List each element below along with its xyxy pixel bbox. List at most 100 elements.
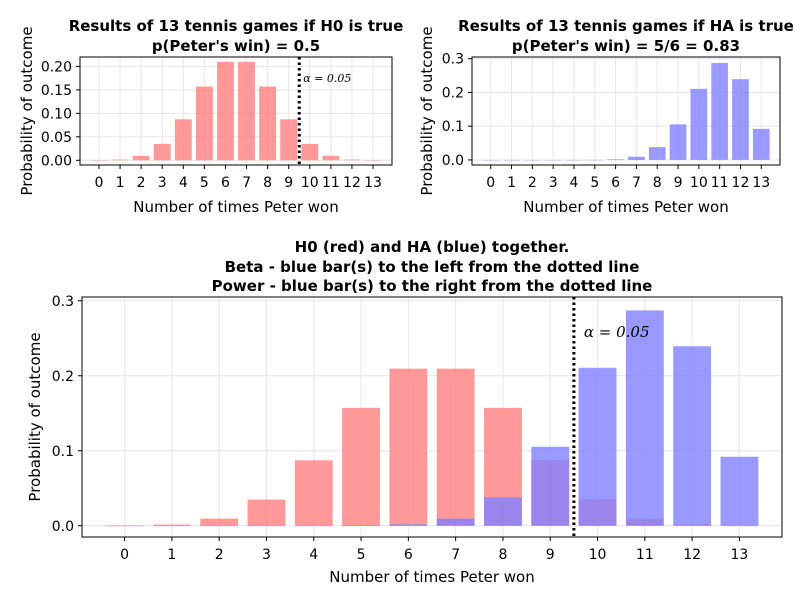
bar <box>200 518 239 526</box>
x-tick-label: 6 <box>221 175 230 191</box>
y-ticks: 0.0 0.1 0.2 0.3 <box>442 52 472 169</box>
x-tick-label: 6 <box>404 547 413 563</box>
x-tick-label: 11 <box>636 547 654 563</box>
y-tick-label: 0.20 <box>41 59 72 75</box>
y-tick-label: 0.2 <box>52 369 74 385</box>
alpha-label: α = 0.05 <box>584 323 650 341</box>
bar <box>111 159 129 161</box>
chart-3: 0 1 2 3 4 5 6 7 8 9 10 11 12 130.00.10.20.3α = 0.05H0… <box>26 238 783 586</box>
x-tick-label: 5 <box>357 547 366 563</box>
x-tick-label: 8 <box>498 547 507 563</box>
plot-frame <box>79 56 393 166</box>
bar <box>301 143 319 161</box>
bar <box>389 524 428 526</box>
x-tick-label: 13 <box>752 175 770 191</box>
bar <box>690 88 708 160</box>
x-tick-label: 7 <box>242 175 251 191</box>
chart-1: 0 1 2 3 4 5 6 7 8 9 10 11 12 130.000.050.100.150.20α … <box>18 17 403 216</box>
y-tick-label: 0.3 <box>52 294 74 310</box>
chart-title-line: p(Peter's win) = 0.5 <box>152 37 320 55</box>
x-tick-label: 10 <box>589 547 607 563</box>
chart-title-line: Results of 13 tennis games if HA is true <box>458 17 794 35</box>
series-2 <box>105 310 759 527</box>
plot-frame <box>471 56 781 166</box>
chart-title-line: Beta - blue bar(s) to the left from the … <box>225 258 640 276</box>
y-tick-label: 0.1 <box>52 444 74 460</box>
y-tick-label: 0.15 <box>41 83 72 99</box>
y-tick-label: 0.0 <box>52 519 74 535</box>
bar <box>294 460 333 526</box>
plot-frame <box>81 296 783 538</box>
x-tick-label: 5 <box>590 175 599 191</box>
y-tick-label: 0.00 <box>41 153 72 169</box>
x-tick-label: 1 <box>167 547 176 563</box>
x-tick-label: 4 <box>179 175 188 191</box>
y-axis-label: Probability of outcome <box>18 26 36 195</box>
x-tick-label: 8 <box>263 175 272 191</box>
series-1 <box>482 63 770 161</box>
x-ticks: 0 1 2 3 4 5 6 7 8 9 10 11 12 13 <box>95 165 382 191</box>
x-tick-label: 11 <box>322 175 340 191</box>
bar <box>578 367 617 526</box>
x-tick-label: 1 <box>507 175 516 191</box>
x-tick-label: 4 <box>570 175 579 191</box>
alpha-label: α = 0.05 <box>303 72 351 85</box>
x-tick-label: 13 <box>731 547 749 563</box>
x-tick-label: 2 <box>528 175 537 191</box>
x-tick-label: 3 <box>262 547 271 563</box>
bar <box>752 128 770 160</box>
bar <box>342 407 380 526</box>
x-tick-label: 5 <box>200 175 209 191</box>
x-ticks: 0 1 2 3 4 5 6 7 8 9 10 11 12 13 <box>486 165 770 191</box>
x-tick-label: 0 <box>95 175 104 191</box>
y-axis-label: Probability of outcome <box>418 26 436 195</box>
x-tick-label: 6 <box>611 175 620 191</box>
bar <box>152 524 191 526</box>
bar <box>484 497 522 526</box>
bar <box>343 159 361 161</box>
bar <box>669 124 687 160</box>
x-tick-label: 12 <box>732 175 750 191</box>
x-tick-label: 13 <box>364 175 382 191</box>
bar <box>673 346 712 526</box>
x-tick-label: 2 <box>215 547 224 563</box>
bar <box>174 119 192 161</box>
x-tick-label: 9 <box>546 547 555 563</box>
bar <box>389 368 428 526</box>
bar <box>153 143 171 161</box>
x-axis-label: Number of times Peter won <box>523 198 728 216</box>
x-tick-label: 10 <box>301 175 319 191</box>
bar <box>648 147 666 160</box>
x-tick-label: 12 <box>343 175 361 191</box>
x-tick-label: 12 <box>683 547 701 563</box>
bar <box>280 119 298 161</box>
bar <box>217 61 234 161</box>
bar <box>238 61 255 161</box>
y-tick-label: 0.1 <box>442 119 464 135</box>
x-tick-label: 8 <box>653 175 662 191</box>
x-tick-label: 7 <box>632 175 641 191</box>
x-tick-label: 11 <box>711 175 729 191</box>
x-tick-label: 0 <box>486 175 495 191</box>
grid <box>80 57 392 165</box>
bar <box>436 368 475 526</box>
y-tick-label: 0.3 <box>442 52 464 68</box>
y-tick-label: 0.2 <box>442 85 464 101</box>
bar <box>720 456 759 526</box>
bar <box>259 86 277 161</box>
x-tick-label: 3 <box>549 175 558 191</box>
x-axis-label: Number of times Peter won <box>133 198 338 216</box>
y-axis-label: Probability of outcome <box>26 332 44 501</box>
x-tick-label: 1 <box>116 175 125 191</box>
y-tick-label: 0.05 <box>41 130 72 146</box>
bar <box>132 155 150 161</box>
x-tick-label: 9 <box>284 175 293 191</box>
bar <box>711 63 728 160</box>
x-tick-label: 4 <box>309 547 318 563</box>
y-ticks: 0.0 0.1 0.2 0.3 <box>52 294 82 535</box>
bar <box>607 159 624 160</box>
x-tick-label: 9 <box>674 175 683 191</box>
bar <box>625 310 664 526</box>
